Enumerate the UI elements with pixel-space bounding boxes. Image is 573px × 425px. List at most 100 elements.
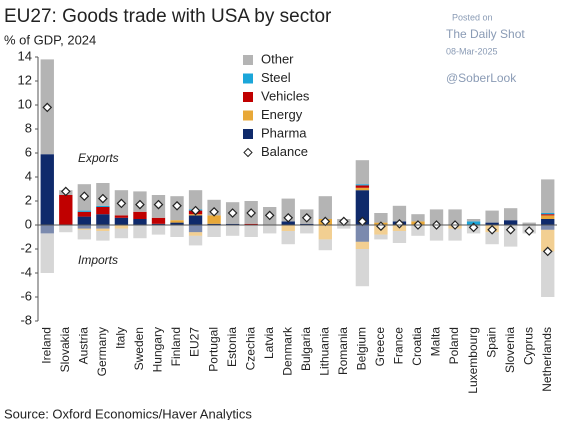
source: Source: Oxford Economics/Haver Analytics <box>4 406 252 420</box>
export-segment <box>225 223 240 225</box>
export-segment <box>466 219 481 222</box>
x-tick-label: Sweden <box>132 327 146 370</box>
x-tick-label: Luxembourg <box>466 327 480 394</box>
import-segment <box>114 225 129 229</box>
import-segment <box>170 225 184 237</box>
export-segment <box>96 205 110 207</box>
export-segment <box>244 223 258 225</box>
export-segment <box>96 207 110 215</box>
export-segment <box>503 208 518 221</box>
watermark: @SoberLook <box>446 71 517 85</box>
x-tick-label: Estonia <box>225 327 239 367</box>
balance-marker <box>524 226 535 236</box>
export-segment <box>207 215 221 224</box>
export-segment <box>207 223 221 225</box>
export-segment <box>114 217 129 225</box>
y-tick-label: -2 <box>20 240 32 255</box>
x-tick-label: Slovenia <box>503 327 517 373</box>
import-segment <box>96 225 110 229</box>
y-tick-label: 0 <box>25 216 32 231</box>
balance-marker <box>60 186 71 197</box>
export-segment <box>40 154 54 225</box>
x-tick-label: Finland <box>169 327 183 366</box>
export-segment <box>133 219 147 225</box>
import-segment <box>40 233 54 273</box>
export-segment <box>96 214 110 225</box>
balance-marker <box>394 218 405 229</box>
legend-marker <box>243 147 253 158</box>
export-segment <box>59 195 73 225</box>
import-segment <box>411 225 425 236</box>
legend-swatch <box>243 129 253 139</box>
x-tick-label: France <box>392 327 406 365</box>
export-segment <box>77 210 92 212</box>
import-segment <box>59 225 73 233</box>
y-tick-label: 10 <box>18 96 32 111</box>
watermark: 08-Mar-2025 <box>446 46 498 56</box>
balance-marker <box>209 206 219 217</box>
import-segment <box>318 239 332 251</box>
legend-label: Vehicles <box>261 88 310 103</box>
import-segment <box>40 225 54 234</box>
y-tick-label: 2 <box>25 192 32 207</box>
chart-subtitle: % of GDP, 2024 <box>4 32 96 47</box>
import-segment <box>188 225 203 233</box>
import-segment <box>96 231 110 241</box>
export-segment <box>429 209 444 225</box>
export-segment <box>188 215 203 225</box>
import-segment <box>77 228 92 230</box>
import-segment <box>133 225 147 239</box>
import-segment <box>188 235 203 246</box>
import-segment <box>541 229 555 252</box>
watermark: The Daily Shot <box>446 27 525 41</box>
y-tick-label: 14 <box>18 48 32 63</box>
balance-marker <box>135 199 145 210</box>
balance-marker <box>264 210 275 221</box>
annotation: Imports <box>78 253 118 267</box>
export-segment <box>77 211 92 217</box>
export-segment <box>541 213 555 215</box>
import-segment <box>448 228 462 241</box>
export-segment <box>151 223 166 225</box>
legend-swatch <box>243 110 253 121</box>
balance-marker <box>487 224 497 235</box>
import-segment <box>392 231 407 243</box>
import-segment <box>225 225 240 236</box>
y-tick-label: -6 <box>20 288 32 303</box>
x-tick-label: Poland <box>447 327 461 364</box>
y-tick-label: -8 <box>20 312 32 327</box>
y-tick-label: 4 <box>25 168 32 183</box>
x-tick-label: Germany <box>95 327 109 376</box>
y-tick-label: -4 <box>20 264 32 279</box>
import-segment <box>77 229 92 240</box>
legend-swatch <box>243 92 253 102</box>
balance-marker <box>42 102 53 113</box>
legend-label: Steel <box>261 70 291 85</box>
export-segment <box>485 222 499 225</box>
legend-label: Energy <box>261 107 303 122</box>
export-segment <box>411 214 425 222</box>
x-tick-label: Croatia <box>410 327 424 366</box>
import-segment <box>337 225 351 229</box>
export-segment <box>300 223 314 225</box>
annotation: Exports <box>78 151 119 165</box>
export-segment <box>485 210 499 223</box>
import-segment <box>541 251 555 297</box>
import-segment <box>300 225 314 234</box>
export-segment <box>541 179 555 213</box>
import-segment <box>281 231 295 245</box>
balance-marker <box>98 193 108 204</box>
import-segment <box>114 228 129 239</box>
legend-label: Pharma <box>261 125 307 140</box>
export-segment <box>355 160 370 185</box>
export-segment <box>188 190 203 210</box>
export-segment <box>541 214 555 216</box>
export-segment <box>170 220 184 223</box>
export-segment <box>170 222 184 225</box>
export-segment <box>355 187 370 191</box>
export-segment <box>151 217 166 224</box>
x-tick-label: Bulgaria <box>299 327 313 371</box>
x-tick-label: Romania <box>336 327 350 375</box>
export-segment <box>503 220 518 225</box>
import-segment <box>96 228 110 231</box>
